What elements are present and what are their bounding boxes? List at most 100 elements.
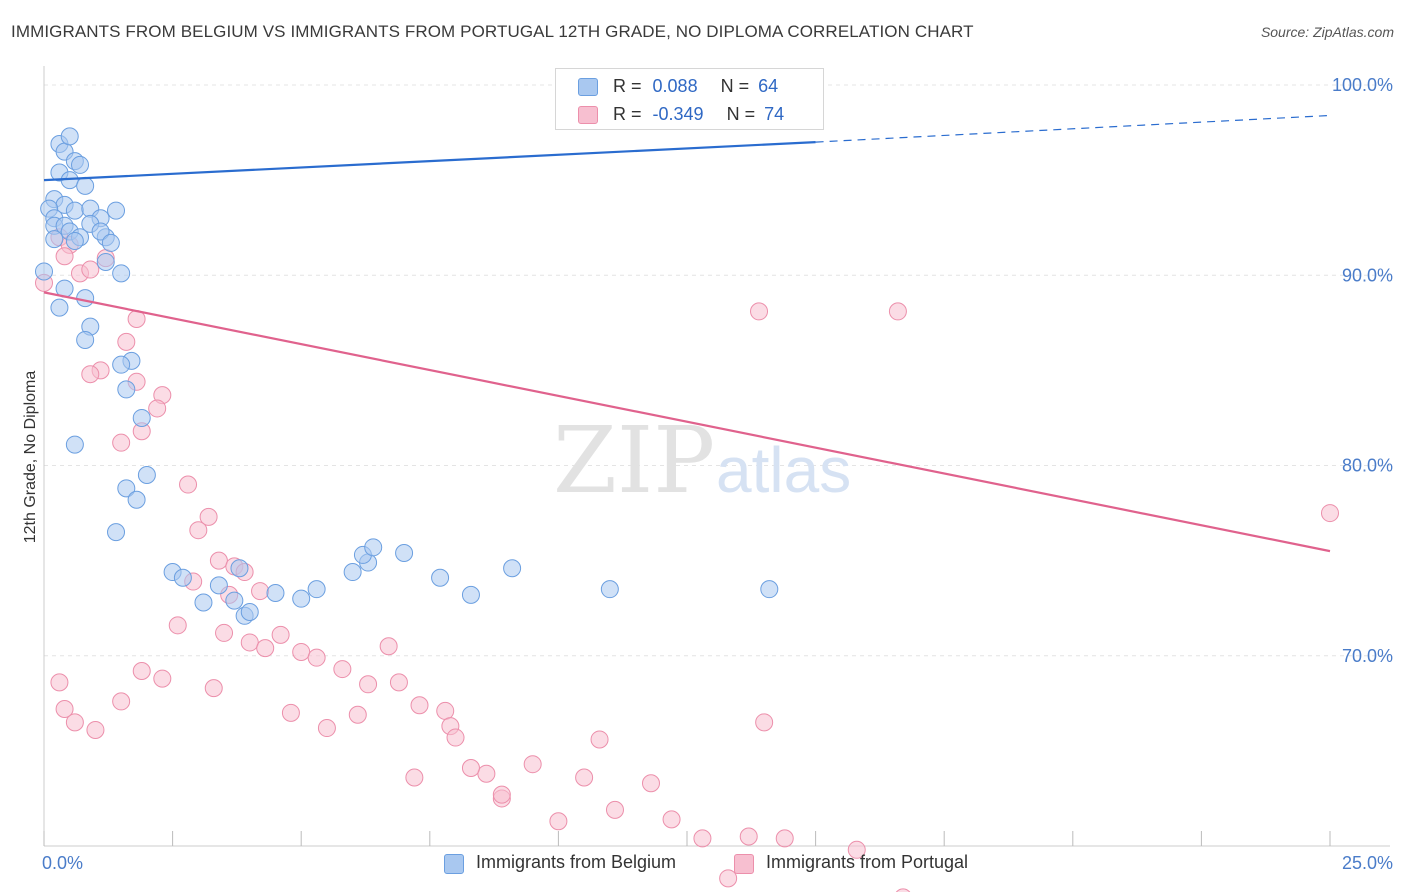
belgium-point bbox=[225, 591, 244, 610]
belgium-point bbox=[209, 576, 228, 595]
portugal-point bbox=[888, 302, 907, 321]
source-credit: Source: ZipAtlas.com bbox=[1260, 24, 1394, 40]
portugal-point bbox=[153, 669, 172, 688]
belgium-point bbox=[65, 232, 84, 251]
belgium-point bbox=[91, 222, 110, 241]
belgium-points bbox=[35, 127, 779, 625]
y-tick-label: 100.0% bbox=[1332, 75, 1393, 95]
portugal-point bbox=[50, 673, 69, 692]
portugal-point bbox=[81, 260, 100, 279]
belgium-point bbox=[292, 589, 311, 608]
portugal-swatch bbox=[578, 106, 598, 124]
portugal-point bbox=[389, 673, 408, 692]
portugal-point bbox=[256, 639, 275, 658]
belgium-point bbox=[132, 408, 151, 427]
portugal-point bbox=[240, 633, 259, 652]
belgium-point bbox=[71, 155, 90, 174]
portugal-point bbox=[549, 812, 568, 831]
portugal-point bbox=[112, 692, 131, 711]
portugal-point bbox=[65, 713, 84, 732]
belgium-point bbox=[107, 523, 126, 542]
watermark-zip: ZIP bbox=[553, 407, 715, 514]
portugal-r-value: -0.349 bbox=[652, 104, 704, 124]
y-tick-label: 90.0% bbox=[1342, 265, 1393, 285]
belgium-trend-extension bbox=[815, 114, 1331, 143]
belgium-point bbox=[117, 380, 136, 399]
portugal-point bbox=[755, 713, 774, 732]
portugal-point bbox=[81, 365, 100, 384]
watermark-atlas: atlas bbox=[716, 434, 851, 506]
portugal-point bbox=[461, 759, 480, 777]
belgium-point bbox=[364, 538, 383, 557]
portugal-point bbox=[333, 660, 352, 679]
portugal-point bbox=[132, 661, 151, 680]
belgium-point bbox=[117, 479, 136, 498]
portugal-point bbox=[590, 730, 609, 749]
portugal-point bbox=[523, 755, 542, 774]
portugal-point bbox=[750, 302, 769, 321]
portugal-point bbox=[204, 679, 223, 698]
portugal-point bbox=[168, 616, 187, 635]
belgium-point bbox=[760, 580, 779, 599]
belgium-point bbox=[96, 252, 115, 271]
portugal-point bbox=[307, 648, 326, 667]
portugal-point bbox=[575, 768, 594, 787]
portugal-point bbox=[199, 507, 218, 526]
belgium-n-label: N = bbox=[720, 76, 750, 96]
belgium-point bbox=[127, 490, 146, 509]
portugal-point bbox=[55, 700, 74, 719]
trend-lines bbox=[43, 114, 1331, 553]
watermark: ZIP atlas bbox=[553, 407, 851, 514]
belgium-point bbox=[76, 176, 95, 195]
belgium-point bbox=[76, 330, 95, 349]
belgium-point bbox=[503, 559, 522, 578]
axes bbox=[43, 66, 1390, 847]
portugal-n-value: 74 bbox=[764, 104, 785, 124]
portugal-point bbox=[117, 332, 136, 351]
portugal-point bbox=[251, 582, 270, 601]
portugal-point bbox=[112, 433, 131, 452]
portugal-legend-label: Immigrants from Portugal bbox=[766, 852, 969, 872]
portugal-point bbox=[317, 719, 336, 738]
portugal-point bbox=[410, 696, 429, 715]
belgium-point bbox=[112, 264, 131, 283]
y-tick-label: 70.0% bbox=[1342, 646, 1393, 666]
portugal-point bbox=[348, 705, 367, 724]
portugal-point bbox=[739, 827, 758, 846]
portugal-legend-swatch bbox=[734, 854, 754, 874]
portugal-point bbox=[359, 675, 378, 694]
portugal-point bbox=[215, 623, 234, 642]
portugal-point bbox=[405, 768, 424, 787]
belgium-point bbox=[50, 298, 69, 317]
portugal-point bbox=[86, 720, 105, 739]
correlation-legend: R = 0.088 N = 64 R = -0.349 N = 74 bbox=[555, 68, 824, 130]
belgium-legend-swatch bbox=[444, 854, 464, 874]
portugal-point bbox=[1321, 504, 1339, 523]
belgium-swatch bbox=[578, 78, 598, 96]
belgium-point bbox=[600, 580, 619, 599]
belgium-point bbox=[307, 580, 326, 599]
portugal-point bbox=[179, 475, 198, 494]
belgium-point bbox=[240, 603, 259, 621]
belgium-n-value: 64 bbox=[758, 76, 779, 96]
belgium-point bbox=[431, 568, 450, 587]
portugal-point bbox=[446, 728, 465, 747]
belgium-point bbox=[461, 585, 480, 604]
belgium-point bbox=[343, 563, 362, 582]
portugal-r-label: R = bbox=[613, 104, 642, 124]
portugal-trend-line bbox=[43, 291, 1331, 553]
belgium-r-value: 0.088 bbox=[652, 76, 698, 96]
portugal-point bbox=[895, 888, 911, 892]
belgium-point bbox=[65, 201, 84, 220]
belgium-point bbox=[35, 262, 53, 281]
belgium-legend-label: Immigrants from Belgium bbox=[476, 852, 677, 872]
portugal-point bbox=[379, 637, 398, 656]
portugal-point bbox=[292, 642, 311, 661]
portugal-point bbox=[492, 785, 511, 804]
belgium-point bbox=[230, 559, 249, 578]
x-tick-label-min: 0.0% bbox=[42, 853, 83, 873]
belgium-point bbox=[60, 127, 79, 146]
portugal-point bbox=[148, 399, 167, 418]
belgium-trend-line bbox=[43, 140, 816, 182]
portugal-n-label: N = bbox=[726, 104, 756, 124]
